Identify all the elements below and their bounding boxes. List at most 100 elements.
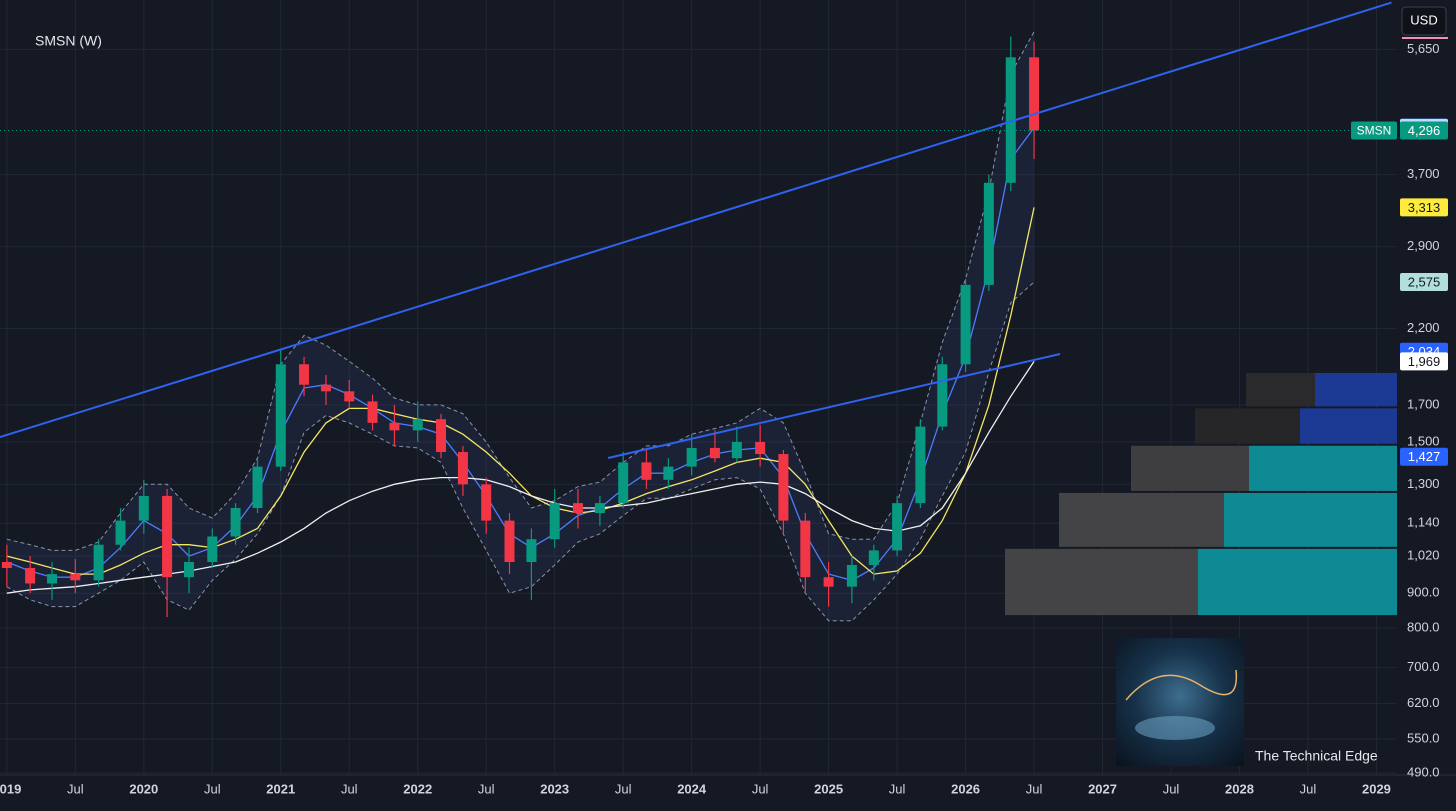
volume-down xyxy=(1131,445,1249,491)
axes: 2019 Jul 2020 Jul 2021 Jul 2022 Jul 2023 Jul 2024 J… xyxy=(0,41,1448,796)
candle-body xyxy=(709,447,720,459)
candle-body xyxy=(70,574,81,581)
moving-average xyxy=(6,207,1035,575)
x-tick-label: Jul xyxy=(1300,781,1317,796)
x-tick-label: Jul xyxy=(67,781,84,796)
price-badge-label: 3,313 xyxy=(1408,200,1441,215)
last-price-badge xyxy=(1400,121,1448,140)
candle-body xyxy=(367,401,378,423)
candle-body xyxy=(47,574,58,584)
volume-up xyxy=(1224,492,1397,547)
candle-body xyxy=(731,441,742,459)
watermark-image xyxy=(1116,638,1244,766)
volume-down xyxy=(1246,372,1315,407)
candle-body xyxy=(1,561,12,568)
volume-up xyxy=(1249,445,1397,491)
x-tick-label: 2022 xyxy=(403,781,432,796)
y-tick-label: 700.0 xyxy=(1407,659,1440,674)
candle-body xyxy=(800,520,811,578)
candle-body xyxy=(686,447,697,467)
candle-body xyxy=(663,466,674,480)
chart-title: SMSN (W) xyxy=(35,33,102,49)
x-tick-label: Jul xyxy=(341,781,358,796)
band-line xyxy=(6,281,1035,622)
symbol-badge xyxy=(1351,121,1397,140)
candle-body xyxy=(755,441,766,455)
x-tick-label: 2019 xyxy=(0,781,21,796)
y-tick-label: 1,140 xyxy=(1407,515,1440,530)
currency-label[interactable]: USD xyxy=(1410,12,1437,27)
candle-body xyxy=(93,544,104,581)
plot-area xyxy=(0,1,1397,622)
x-tick-label: 2025 xyxy=(814,781,843,796)
grid xyxy=(0,0,1397,775)
y-tick-label: 3,700 xyxy=(1407,166,1440,181)
candle-body xyxy=(572,503,583,514)
candle-body xyxy=(275,364,286,467)
volume-down xyxy=(1195,408,1300,444)
y-tick-label: 1,700 xyxy=(1407,396,1440,411)
x-tick-label: 2029 xyxy=(1362,781,1391,796)
candle-body xyxy=(344,391,355,402)
candle-body xyxy=(320,384,331,392)
candle-body xyxy=(1029,57,1040,131)
volume-up xyxy=(1315,372,1397,407)
price-badge xyxy=(1400,352,1448,371)
y-tick-label: 900.0 xyxy=(1407,585,1440,600)
candle-body xyxy=(436,419,447,453)
x-tick-label: Jul xyxy=(752,781,769,796)
y-tick-label: 620.0 xyxy=(1407,695,1440,710)
x-tick-label: 2023 xyxy=(540,781,569,796)
volume-down xyxy=(1059,492,1224,547)
candle-body xyxy=(389,422,400,431)
price-badge-label: 1,969 xyxy=(1408,354,1441,369)
watermark-text: The Technical Edge xyxy=(1255,748,1378,764)
candle-body xyxy=(504,520,515,562)
candle-body xyxy=(868,550,879,565)
watermark-hand xyxy=(1135,716,1215,740)
x-tick-label: 2028 xyxy=(1225,781,1254,796)
currency-box[interactable] xyxy=(1401,6,1447,36)
trendline xyxy=(607,353,1061,459)
candle-body xyxy=(823,577,834,587)
candle-body xyxy=(138,495,149,521)
y-tick-label: 1,300 xyxy=(1407,476,1440,491)
band-line xyxy=(6,31,1035,551)
y-tick-label: 2,200 xyxy=(1407,320,1440,335)
price-badge xyxy=(1400,447,1448,466)
y-tick-label: 490.0 xyxy=(1407,765,1440,780)
candle-body xyxy=(983,182,994,285)
y-tick-label: 1,020 xyxy=(1407,548,1440,563)
x-tick-label: Jul xyxy=(1163,781,1180,796)
volume-down xyxy=(1005,548,1198,616)
last-price-label: 4,296 xyxy=(1408,123,1441,138)
x-tick-label: Jul xyxy=(1026,781,1043,796)
moving-average xyxy=(6,361,1035,594)
candle-body xyxy=(594,503,605,514)
band-fill xyxy=(6,31,1035,621)
y-tick-label: 5,650 xyxy=(1407,41,1440,56)
watermark: The Technical Edge xyxy=(1116,638,1378,766)
volume-profile xyxy=(1005,372,1397,616)
watermark-graphic xyxy=(1125,669,1238,701)
candle-body xyxy=(412,419,423,431)
candle-body xyxy=(230,508,241,537)
candle-body xyxy=(481,484,492,521)
candle-body xyxy=(457,452,468,485)
y-tick-label: 550.0 xyxy=(1407,730,1440,745)
trendline xyxy=(0,1,1392,439)
x-tick-label: Jul xyxy=(889,781,906,796)
x-tick-label: 2020 xyxy=(129,781,158,796)
volume-up xyxy=(1198,548,1397,616)
y-tick-label: 2,900 xyxy=(1407,238,1440,253)
candle-body xyxy=(618,462,629,504)
x-tick-label: Jul xyxy=(204,781,221,796)
volume-up xyxy=(1300,408,1397,444)
candle-body xyxy=(162,495,173,578)
candle-body xyxy=(526,539,537,562)
price-badge xyxy=(1400,272,1448,291)
y-tick-label: 800.0 xyxy=(1407,619,1440,634)
candle-body xyxy=(846,564,857,587)
